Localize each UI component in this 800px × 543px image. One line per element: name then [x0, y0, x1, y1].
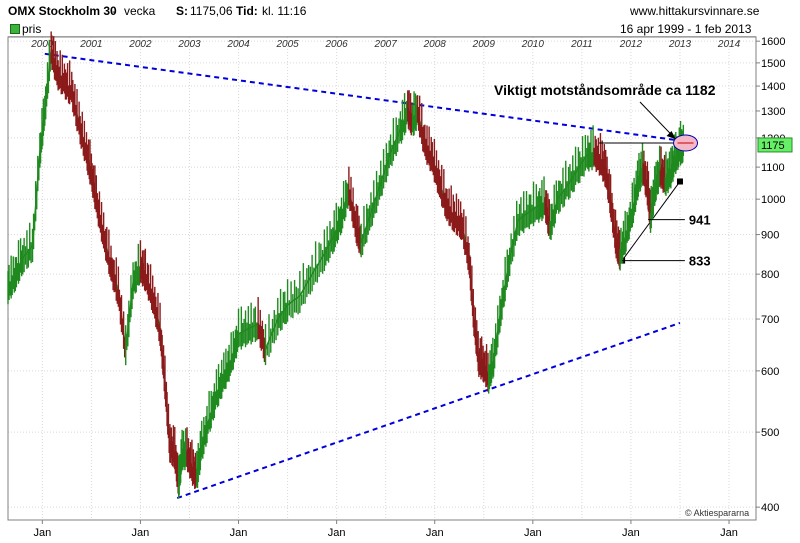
- grid: [8, 37, 756, 520]
- time-label: Tid:: [236, 4, 258, 18]
- annotations: 941 833 Viktigt motståndsområde ca 1182: [494, 82, 716, 269]
- year-label: 2013: [668, 39, 692, 50]
- y-tick-label: 1100: [761, 162, 785, 174]
- period-label: vecka: [124, 4, 156, 18]
- y-tick-label: 1300: [761, 106, 785, 118]
- last-label: S:: [176, 4, 188, 18]
- time-value: kl. 11:16: [262, 4, 307, 18]
- x-axis: Jan Jan Jan Jan Jan Jan Jan Jan: [33, 520, 738, 539]
- instrument-name: OMX Stockholm 30: [8, 4, 117, 18]
- header-separator: -: [112, 4, 116, 18]
- x-tick-label: Jan: [720, 527, 738, 539]
- year-label: 2007: [374, 39, 398, 50]
- year-label: 2014: [717, 39, 741, 50]
- y-tick-label: 1500: [761, 58, 785, 70]
- year-label: 2004: [226, 39, 250, 50]
- trendline: [176, 321, 681, 499]
- last-value-badge: [757, 137, 793, 153]
- x-tick-label: Jan: [132, 527, 150, 539]
- year-label: 2008: [423, 39, 447, 50]
- y-tick-label: 500: [761, 427, 779, 439]
- plot-frame: [7, 36, 757, 521]
- y-tick-label: 600: [761, 366, 779, 378]
- legend-swatch: [10, 24, 20, 34]
- year-label: 2002: [128, 39, 152, 50]
- site-link[interactable]: www.hittakursvinnare.se: [630, 4, 760, 18]
- support-label: 833: [689, 254, 711, 269]
- y-tick-label: 1000: [761, 194, 785, 206]
- x-tick-label: Jan: [230, 527, 248, 539]
- y-tick-label: 1600: [761, 36, 785, 48]
- last-value: 1175,06: [190, 4, 233, 18]
- year-label: 2010: [521, 39, 545, 50]
- y-tick-label: 700: [761, 314, 779, 326]
- x-tick-label: Jan: [328, 527, 346, 539]
- y-tick-label: 1400: [761, 81, 785, 93]
- legend-label: pris: [22, 22, 42, 36]
- y-tick-label: 900: [761, 230, 779, 242]
- year-labels: 2000 2001 2002 2003 2004 2005 2006 2007 2008 2009…: [30, 39, 740, 50]
- chart-header: OMX Stockholm 30 - vecka S: 1175,06 Tid:…: [0, 0, 800, 20]
- annotation-arrow: [639, 101, 676, 140]
- year-label: 2000: [30, 39, 54, 50]
- support-label: 941: [689, 213, 711, 228]
- year-label: 2006: [325, 39, 349, 50]
- copyright-text: © Aktiespararna: [685, 508, 749, 518]
- y-tick-label: 800: [761, 269, 779, 281]
- x-tick-label: Jan: [33, 527, 51, 539]
- trendline-marker: [676, 178, 683, 185]
- date-range: 16 apr 1999 - 1 feb 2013: [620, 22, 752, 36]
- year-label: 2005: [275, 39, 299, 50]
- x-tick-label: Jan: [426, 527, 444, 539]
- year-label: 2003: [177, 39, 201, 50]
- y-tick-label: 400: [761, 502, 779, 514]
- year-label: 2001: [79, 39, 102, 50]
- y-axis: 4005006007008009001000110012001300140015…: [756, 36, 793, 514]
- x-tick-label: Jan: [524, 527, 542, 539]
- year-label: 2012: [619, 39, 643, 50]
- x-tick-label: Jan: [622, 527, 640, 539]
- annotation-text: Viktigt motståndsområde ca 1182: [494, 82, 716, 98]
- year-label: 2011: [570, 39, 593, 50]
- annotation-arrowhead: [666, 130, 676, 139]
- price-series: [7, 31, 685, 499]
- last-value-badge-label: 1175: [761, 140, 785, 152]
- year-label: 2009: [472, 39, 496, 50]
